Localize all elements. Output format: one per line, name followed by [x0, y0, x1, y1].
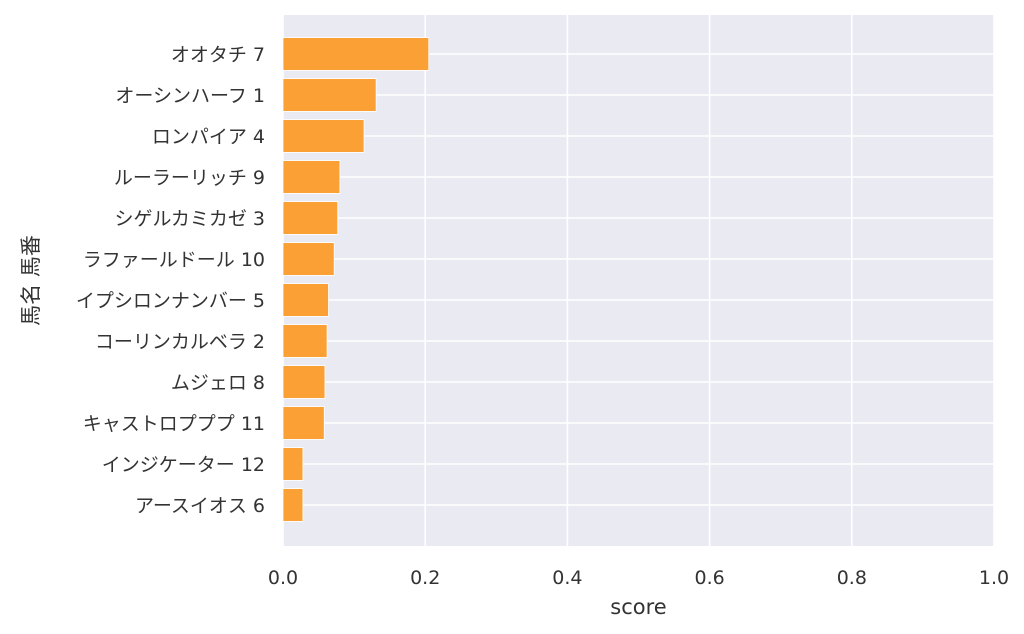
x-tick-label: 1.0 — [979, 567, 1009, 589]
y-tick-label: オオタチ 7 — [171, 44, 265, 66]
bar — [282, 283, 329, 317]
bar — [282, 406, 325, 440]
grid-lines — [282, 15, 995, 546]
y-tick-label: イプシロンナンバー 5 — [76, 290, 265, 312]
x-tick-label: 0.8 — [837, 567, 867, 589]
bar — [282, 78, 377, 112]
y-tick-label: ルーラーリッチ 9 — [114, 167, 265, 189]
y-tick-label: コーリンカルベラ 2 — [95, 331, 265, 353]
y-tick-label: キャストロプププ 11 — [83, 413, 265, 435]
bar — [282, 365, 326, 399]
y-tick-label: オーシンハーフ 1 — [115, 85, 265, 107]
bars — [282, 37, 430, 522]
y-tick-label: シゲルカミカゼ 3 — [114, 208, 265, 230]
plot-area — [283, 15, 994, 546]
x-tick-label: 0.6 — [694, 567, 724, 589]
bar — [282, 324, 328, 358]
bar — [282, 242, 335, 276]
y-axis-title: 馬名 馬番 — [19, 235, 43, 326]
y-tick-label: インジケーター 12 — [102, 454, 265, 476]
x-tick-labels: 0.0 0.2 0.4 0.6 0.8 1.0 — [268, 567, 1009, 589]
y-tick-label: ムジェロ 8 — [171, 372, 265, 394]
x-axis-title: score — [610, 595, 666, 619]
y-tick-labels: オオタチ 7 オーシンハーフ 1 ロンパイア 4 ルーラーリッチ 9 シゲルカミカゼ 3… — [76, 44, 265, 517]
bar — [282, 201, 339, 235]
y-tick-label: ロンパイア 4 — [152, 126, 265, 148]
y-tick-label: ラファールドール 10 — [83, 249, 265, 271]
x-tick-label: 0.4 — [552, 567, 582, 589]
x-tick-label: 0.2 — [410, 567, 440, 589]
bar — [282, 37, 430, 71]
bar — [282, 160, 341, 194]
bar — [282, 447, 304, 481]
x-tick-label: 0.0 — [268, 567, 298, 589]
bar — [282, 119, 365, 153]
bar — [282, 488, 304, 522]
y-tick-label: アースイオス 6 — [135, 495, 265, 517]
